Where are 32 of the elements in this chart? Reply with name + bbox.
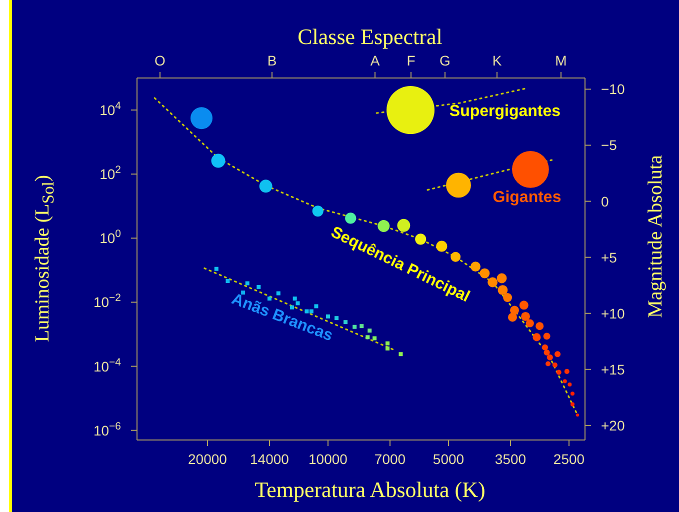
annotation: Gigantes (492, 189, 562, 206)
annotation: Supergigantes (449, 103, 561, 120)
y2-tick-label: +20 (601, 417, 625, 434)
text: O (154, 52, 166, 69)
text: K (492, 52, 502, 69)
y2-tick-label: +15 (601, 361, 625, 378)
y2-tick-label: −5 (601, 137, 618, 154)
x-tick-label: 10000 (308, 451, 348, 467)
x-tick-label: 14000 (250, 451, 290, 467)
x-tick-label: 3500 (494, 451, 526, 467)
x-tick-label: 7000 (374, 451, 406, 467)
x-tick-label: 2500 (553, 451, 585, 467)
text: F (406, 52, 416, 69)
y2-tick-label: −10 (601, 81, 625, 98)
y2-tick-label: +5 (601, 249, 618, 266)
y-tick-label: 10$^{0}$ (100, 228, 122, 246)
y2-tick-label: +10 (601, 305, 625, 322)
y-tick-label: 10$^{−6}$ (93, 420, 122, 438)
y-tick-label: 10$^{4}$ (100, 100, 122, 118)
text: M (555, 52, 567, 69)
x-tick-label: 5000 (432, 451, 464, 467)
x-axis-title: Temperatura Absoluta (K) (254, 477, 486, 503)
y-tick-label: 10$^{−2}$ (93, 292, 122, 310)
text: A (370, 52, 380, 69)
y-tick-label: 10$^{−4}$ (93, 356, 122, 374)
text: B (267, 52, 277, 69)
text: G (440, 52, 450, 69)
y-tick-label: 10$^{2}$ (100, 164, 122, 182)
y2-tick-label: 0 (601, 193, 609, 210)
x-tick-label: 20000 (188, 451, 228, 467)
x2-axis-title: Classe Espectral (296, 24, 444, 50)
y2-axis-title: Magnitude Absoluta (644, 154, 668, 320)
